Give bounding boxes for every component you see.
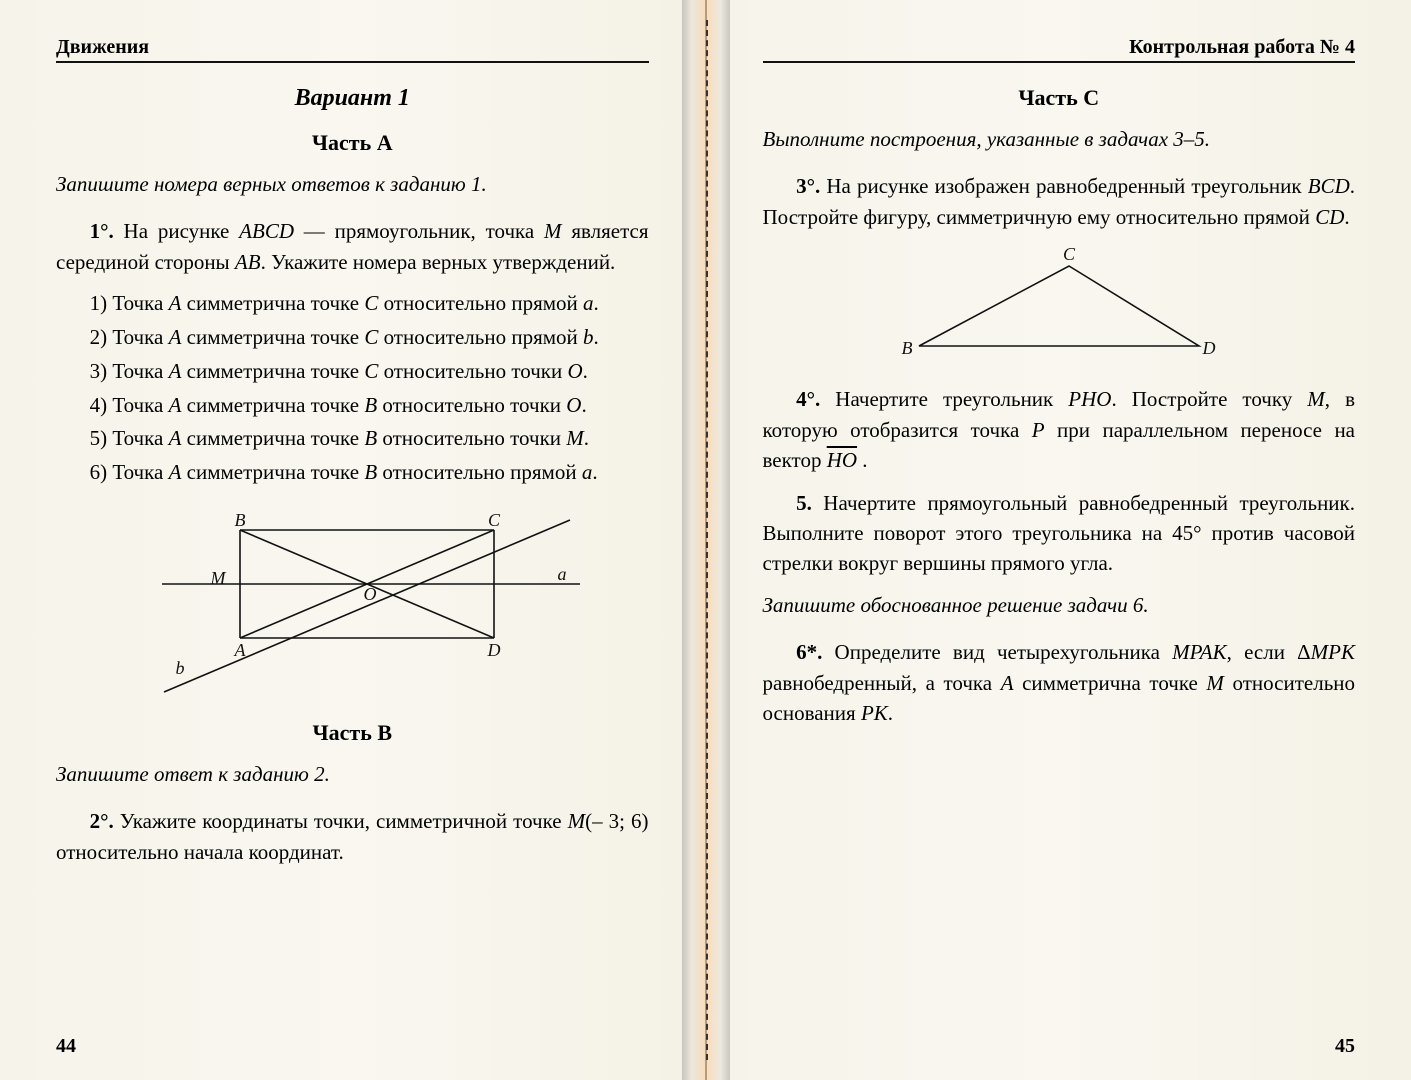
instruction-6: Запишите обоснованное решение задачи 6. — [763, 591, 1356, 619]
task-4: 4°. Начертите треугольник PHO. Постройте… — [763, 384, 1356, 475]
task-6: 6*. Определите вид четырехугольника MPAK… — [763, 637, 1356, 728]
svg-text:A: A — [234, 640, 247, 660]
part-a-instruction: Запишите номера верных ответов к заданию… — [56, 170, 649, 198]
task-1-option: 2) Точка A симметрична точке C относител… — [56, 323, 649, 353]
part-b-title: Часть B — [56, 720, 649, 746]
svg-text:B: B — [235, 510, 246, 530]
svg-text:D: D — [1201, 338, 1215, 358]
task-2: 2°. Укажите координаты точки, симметричн… — [56, 806, 649, 867]
running-head-right: Контрольная работа № 4 — [763, 36, 1356, 63]
task-5: 5. Начертите прямоугольный равнобедренны… — [763, 488, 1356, 579]
running-head-left: Движения — [56, 36, 649, 63]
book-spread: Движения Вариант 1 Часть A Запишите номе… — [0, 0, 1411, 1080]
variant-title: Вариант 1 — [56, 85, 649, 112]
task-1-option: 6) Точка A симметрична точке B относител… — [56, 458, 649, 488]
running-head-text: Движения — [56, 36, 149, 59]
figure-triangle-bcd: B C D — [879, 246, 1239, 366]
svg-text:a: a — [558, 564, 567, 584]
page-right: Контрольная работа № 4 Часть C Выполните… — [706, 0, 1411, 1080]
svg-text:C: C — [488, 510, 501, 530]
task-1-option: 1) Точка A симметрична точке C относител… — [56, 289, 649, 319]
part-c-title: Часть C — [763, 85, 1356, 111]
part-b-instruction: Запишите ответ к заданию 2. — [56, 760, 649, 788]
running-head-text: Контрольная работа № 4 — [1129, 36, 1355, 59]
page-left: Движения Вариант 1 Часть A Запишите номе… — [0, 0, 706, 1080]
task-1-intro: 1°. На рисунке ABCD — прямоугольник, точ… — [56, 216, 649, 277]
task-3: 3°. На рисунке изображен равнобедренный … — [763, 171, 1356, 232]
figure-rectangle-abcd: B C A D M Oa b — [122, 502, 582, 702]
task-1-option: 4) Точка A симметрична точке B относител… — [56, 391, 649, 421]
svg-text:B: B — [901, 338, 912, 358]
page-number-left: 44 — [56, 1035, 76, 1058]
svg-text:C: C — [1063, 246, 1076, 264]
part-a-title: Часть A — [56, 130, 649, 156]
svg-text:D: D — [487, 640, 501, 660]
svg-text:b: b — [176, 658, 185, 678]
svg-text:O: O — [364, 584, 377, 604]
task-1-option: 5) Точка A симметрична точке B относител… — [56, 424, 649, 454]
task-1-option: 3) Точка A симметрична точке C относител… — [56, 357, 649, 387]
part-c-instruction: Выполните построения, указанные в задача… — [763, 125, 1356, 153]
page-number-right: 45 — [1335, 1035, 1355, 1058]
svg-text:M: M — [210, 568, 227, 588]
